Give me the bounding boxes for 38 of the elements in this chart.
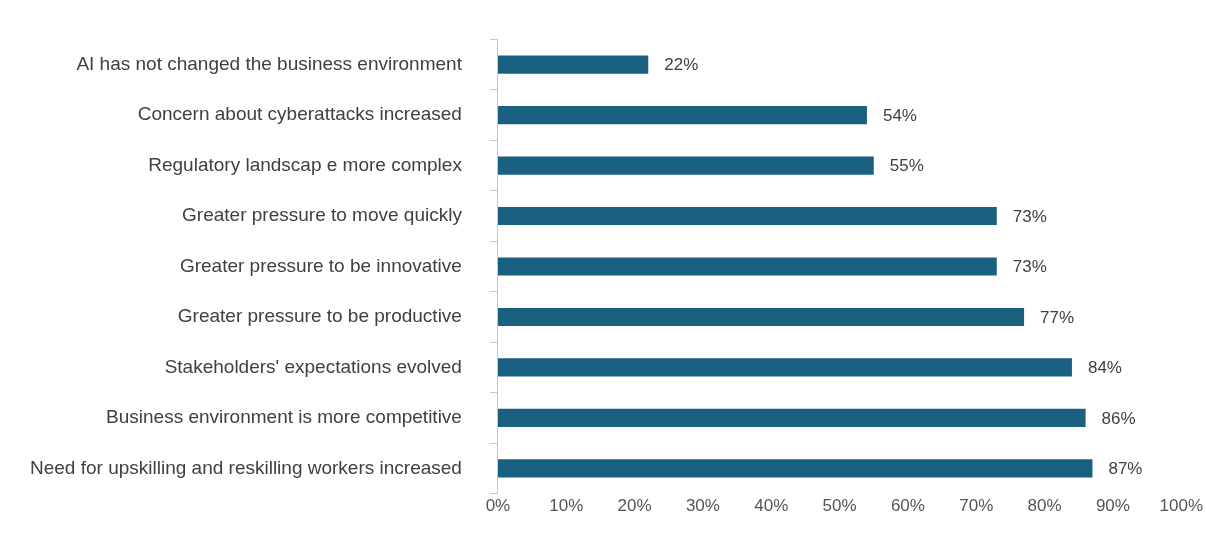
data-label: 86% (1101, 408, 1136, 428)
x-tick-label: 60% (890, 496, 925, 516)
x-tick-label: 100% (1159, 496, 1203, 516)
data-label: 54% (882, 105, 917, 125)
data-label: 77% (1040, 307, 1075, 327)
bar (497, 206, 997, 226)
data-label: 55% (889, 156, 924, 176)
bar (497, 106, 867, 125)
bar (497, 55, 649, 74)
y-tick-label: Greater pressure to be productive (177, 305, 462, 327)
x-tick-label: 80% (1027, 496, 1062, 516)
y-tick-label: Concern about cyberattacks increased (137, 103, 462, 125)
x-tick-label: 70% (959, 496, 994, 516)
x-tick-label: 20% (617, 496, 652, 516)
x-tick-label: 30% (685, 496, 720, 516)
data-label: 87% (1108, 459, 1143, 479)
data-label: 22% (664, 55, 699, 75)
bar (497, 257, 997, 276)
y-tick-label: Business environment is more competitive (106, 406, 462, 428)
data-label: 73% (1012, 257, 1047, 277)
y-tick-label: AI has not changed the business environment (76, 52, 463, 74)
data-label: 73% (1012, 206, 1047, 226)
x-tick-label: 50% (822, 496, 857, 516)
bar (497, 156, 874, 175)
bar (497, 307, 1025, 327)
data-label: 84% (1087, 358, 1122, 378)
x-tick-label: 0% (485, 496, 511, 516)
x-tick-label: 90% (1095, 496, 1130, 516)
y-tick-label: Greater pressure to be innovative (179, 254, 462, 276)
y-tick-label: Stakeholders' expectations evolved (164, 355, 462, 377)
x-tick-label: 40% (754, 496, 789, 516)
y-tick-label: Greater pressure to move quickly (182, 204, 463, 226)
bar (497, 459, 1093, 478)
x-tick-label: 10% (549, 496, 584, 516)
y-tick-label: Regulatory landscap e more complex (148, 153, 463, 175)
bar (497, 408, 1086, 427)
bar (497, 358, 1072, 377)
y-tick-label: Need for upskilling and reskilling workers increased (29, 456, 462, 478)
